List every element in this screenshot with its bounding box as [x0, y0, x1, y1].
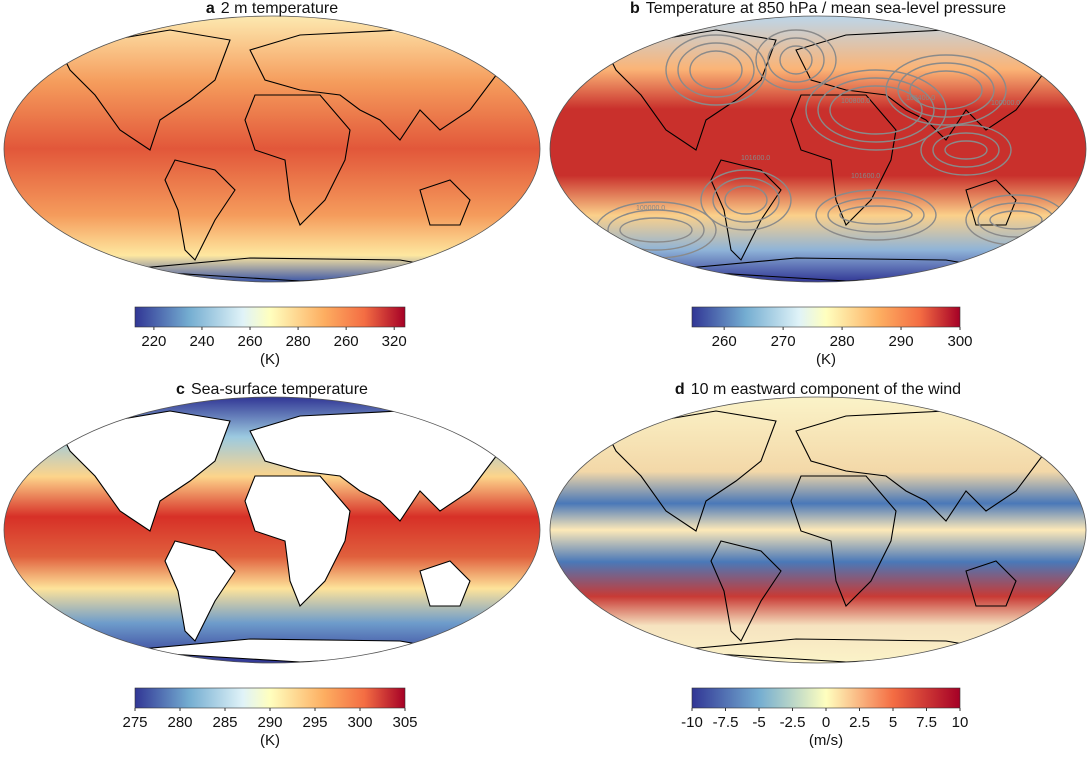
isobar — [839, 205, 913, 225]
colorbar-tick-label: -2.5 — [780, 714, 806, 731]
colorbar-tick-label: 270 — [771, 333, 796, 350]
colorbar-tick-label: 290 — [257, 714, 282, 731]
colorbar-tick-label: 10 — [952, 714, 969, 731]
colorbar-unit: (m/s) — [809, 732, 843, 749]
map-frame — [549, 15, 1087, 283]
isobar — [815, 189, 937, 241]
panel-letter: b — [630, 0, 640, 17]
colorbar-unit: (K) — [260, 732, 280, 749]
colorbar-tick-label: 7.5 — [916, 714, 937, 731]
colorbar-tick-label: 275 — [122, 714, 147, 731]
contour-label: 100000.0 — [636, 205, 665, 212]
colorbar-tick-label: 5 — [889, 714, 897, 731]
isobar — [607, 209, 705, 251]
colorbar-tick-label: 295 — [302, 714, 327, 731]
isobar — [829, 85, 923, 135]
contour-label: 100400.0 — [906, 95, 935, 102]
isobar — [712, 177, 780, 223]
panel: d 10 m eastward component of the wind-10-… — [549, 381, 1087, 749]
isobars — [595, 29, 1067, 259]
panel-title: b Temperature at 850 hPa / mean sea-level… — [630, 0, 1006, 17]
isobar — [989, 210, 1043, 230]
contour-label: 101600.0 — [741, 155, 770, 162]
panel: 101600.0 100800.0 100400.0 100000.0 101600.0… — [549, 0, 1087, 368]
isobar — [885, 54, 1007, 126]
contour-label: 100800.0 — [841, 98, 870, 105]
map-frame — [3, 396, 541, 664]
isobar — [920, 124, 1012, 176]
panel-title: d 10 m eastward component of the wind — [675, 381, 961, 398]
panel: a 2 m temperature 220 240 260 280 260 320 (K) — [3, 0, 541, 368]
isobar — [817, 77, 935, 143]
isobar — [665, 34, 767, 106]
isobar — [700, 169, 792, 231]
panel-title-text: 2 m temperature — [221, 0, 338, 17]
colorbar — [134, 306, 406, 328]
colorbar-tick-label: -10 — [681, 714, 703, 731]
colorbar-unit: (K) — [260, 351, 280, 368]
panel-title-text: Sea-surface temperature — [191, 381, 368, 398]
colorbar-tick-label: 320 — [382, 333, 407, 350]
map-field — [4, 16, 540, 282]
panel: c Sea-surface temperature 275 280 285 290 295 3… — [3, 381, 541, 749]
colorbar-tick-label: 240 — [189, 333, 214, 350]
map-field — [550, 16, 1086, 282]
panel-title-text: Temperature at 850 hPa / mean sea-level … — [646, 0, 1006, 17]
colorbar-tick-label: 280 — [167, 714, 192, 731]
colorbar — [134, 687, 406, 709]
isobar — [689, 50, 743, 90]
isobar — [724, 185, 768, 215]
isobar — [755, 29, 837, 91]
colorbar-tick-label: 260 — [712, 333, 737, 350]
panel-title-text: 10 m eastward component of the wind — [691, 381, 961, 398]
isobar — [677, 42, 755, 98]
isobar — [767, 37, 825, 83]
isobar — [909, 70, 983, 110]
colorbar-tick-label: -7.5 — [713, 714, 739, 731]
colorbar-tick-label: 305 — [392, 714, 417, 731]
panel-letter: a — [206, 0, 215, 17]
colorbar — [691, 306, 961, 328]
colorbar — [691, 687, 961, 709]
colorbar-unit: (K) — [816, 351, 836, 368]
colorbar-tick-label: 0 — [822, 714, 830, 731]
map-frame — [549, 396, 1087, 664]
colorbar-tick-label: 280 — [830, 333, 855, 350]
map-field — [550, 397, 1086, 663]
colorbar-tick-label: 260 — [334, 333, 359, 350]
colorbar-tick-label: 220 — [141, 333, 166, 350]
colorbar-tick-label: 300 — [947, 333, 972, 350]
isobar — [932, 132, 1000, 168]
map-frame — [3, 15, 541, 283]
isobar — [897, 62, 995, 118]
isobar — [805, 69, 947, 151]
colorbar-tick-label: -5 — [752, 714, 765, 731]
panel-title: c Sea-surface temperature — [176, 381, 368, 398]
panel-title: a 2 m temperature — [206, 0, 338, 17]
panel-letter: c — [176, 381, 185, 398]
colorbar-tick-label: 300 — [347, 714, 372, 731]
isobar — [827, 197, 925, 233]
colorbar-tick-label: 290 — [889, 333, 914, 350]
isobar — [779, 45, 813, 75]
colorbar-tick-label: 260 — [238, 333, 263, 350]
contour-label: 101600.0 — [851, 173, 880, 180]
colorbar-tick-label: 280 — [286, 333, 311, 350]
colorbar-tick-label: 285 — [212, 714, 237, 731]
colorbar-tick-label: 2.5 — [849, 714, 870, 731]
isobar — [619, 217, 693, 243]
isobar — [944, 140, 988, 160]
contour-label: 100000.0 — [991, 100, 1020, 107]
panel-letter: d — [675, 381, 685, 398]
